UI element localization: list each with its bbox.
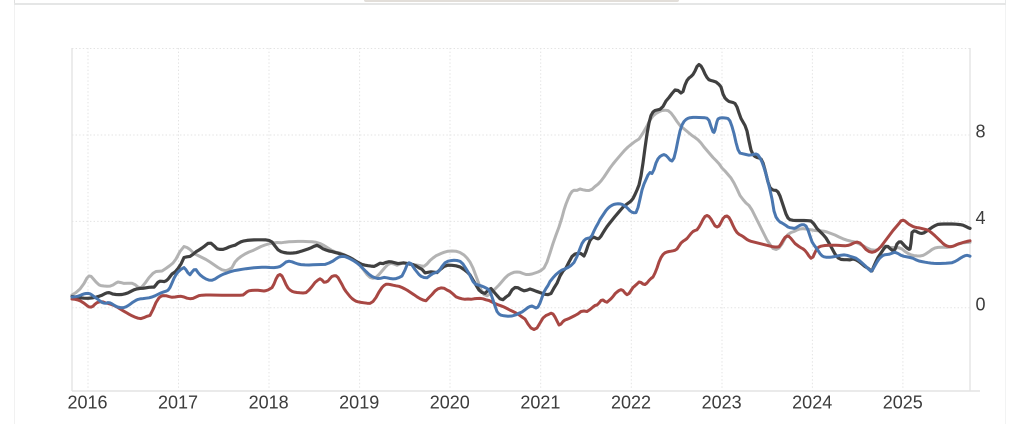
svg-text:2023: 2023 <box>702 393 742 413</box>
svg-text:2024: 2024 <box>792 393 832 413</box>
svg-text:2016: 2016 <box>67 393 107 413</box>
svg-text:2020: 2020 <box>430 393 470 413</box>
svg-text:2021: 2021 <box>520 393 560 413</box>
svg-text:4: 4 <box>976 208 986 228</box>
svg-text:0: 0 <box>976 294 986 314</box>
svg-text:2019: 2019 <box>339 393 379 413</box>
svg-text:2025: 2025 <box>883 393 923 413</box>
svg-text:2022: 2022 <box>611 393 651 413</box>
svg-text:2018: 2018 <box>249 393 289 413</box>
svg-text:2017: 2017 <box>158 393 198 413</box>
svg-text:8: 8 <box>976 122 986 142</box>
